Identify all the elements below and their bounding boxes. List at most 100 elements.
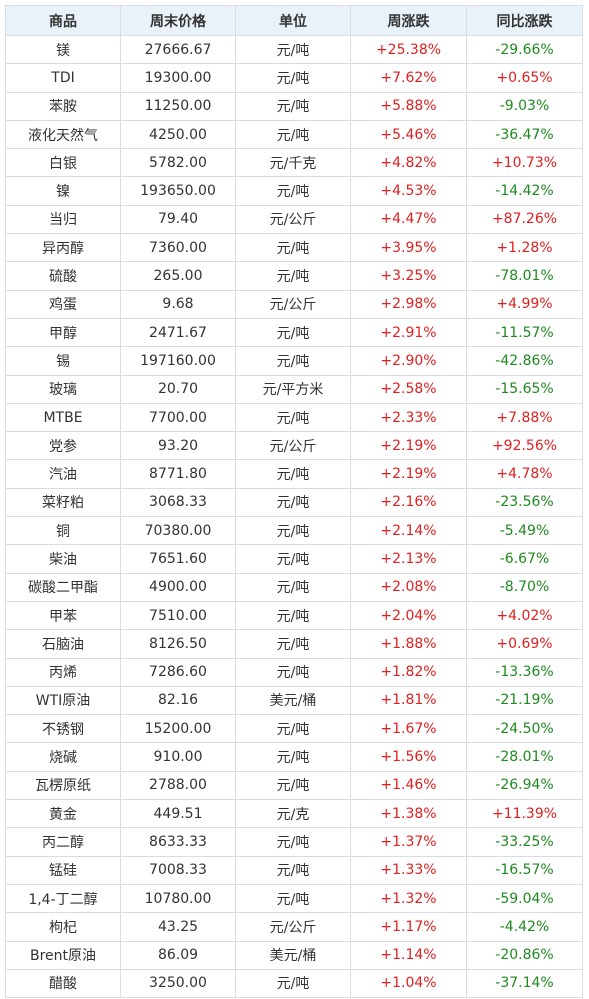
table-row: 锰硅 7008.33 元/吨 +1.33% -16.57%: [5, 855, 583, 885]
cell-weekly-change: +1.32%: [350, 883, 467, 914]
cell-price: 20.70: [120, 374, 236, 404]
cell-unit: 元/吨: [235, 629, 351, 659]
cell-commodity: TDI: [5, 63, 121, 93]
cell-yoy-change: +87.26%: [466, 204, 583, 235]
cell-weekly-change: +3.25%: [350, 261, 467, 291]
cell-price: 265.00: [120, 261, 236, 291]
table-row: 液化天然气 4250.00 元/吨 +5.46% -36.47%: [5, 119, 583, 150]
cell-unit: 元/公斤: [235, 204, 351, 235]
table-row: 醋酸 3250.00 元/吨 +1.04% -37.14%: [5, 968, 583, 999]
table-row: 硫酸 265.00 元/吨 +3.25% -78.01%: [5, 261, 583, 291]
cell-commodity: 碳酸二甲酯: [5, 572, 121, 602]
table-row: 当归 79.40 元/公斤 +4.47% +87.26%: [5, 204, 583, 235]
cell-commodity: WTI原油: [5, 685, 121, 716]
cell-unit: 元/吨: [235, 402, 351, 433]
cell-yoy-change: -16.57%: [466, 855, 583, 885]
cell-yoy-change: +1.28%: [466, 233, 583, 263]
cell-unit: 元/千克: [235, 148, 351, 178]
header-yoy-change: 同比涨跌: [466, 5, 583, 36]
cell-yoy-change: -59.04%: [466, 883, 583, 914]
cell-unit: 元/吨: [235, 657, 351, 687]
table-row: 白银 5782.00 元/千克 +4.82% +10.73%: [5, 148, 583, 178]
cell-weekly-change: +2.58%: [350, 374, 467, 404]
cell-commodity: 当归: [5, 204, 121, 235]
cell-yoy-change: -9.03%: [466, 91, 583, 121]
cell-yoy-change: +0.69%: [466, 629, 583, 659]
cell-unit: 元/吨: [235, 233, 351, 263]
cell-commodity: 1,4-丁二醇: [5, 883, 121, 914]
cell-yoy-change: -4.42%: [466, 912, 583, 942]
cell-commodity: 烧碱: [5, 742, 121, 772]
cell-weekly-change: +1.67%: [350, 714, 467, 744]
cell-unit: 元/吨: [235, 176, 351, 206]
cell-commodity: 菜籽粕: [5, 487, 121, 518]
cell-yoy-change: -42.86%: [466, 346, 583, 376]
cell-price: 449.51: [120, 799, 236, 829]
cell-weekly-change: +5.88%: [350, 91, 467, 121]
cell-price: 43.25: [120, 912, 236, 942]
cell-price: 8126.50: [120, 629, 236, 659]
cell-price: 11250.00: [120, 91, 236, 121]
table-row: 镁 27666.67 元/吨 +25.38% -29.66%: [5, 34, 583, 65]
cell-weekly-change: +1.33%: [350, 855, 467, 885]
cell-price: 7651.60: [120, 544, 236, 574]
cell-weekly-change: +4.82%: [350, 148, 467, 178]
cell-weekly-change: +2.91%: [350, 317, 467, 348]
cell-yoy-change: -21.19%: [466, 685, 583, 716]
table-row: 黄金 449.51 元/克 +1.38% +11.39%: [5, 799, 583, 829]
cell-price: 86.09: [120, 940, 236, 970]
table-row: 1,4-丁二醇 10780.00 元/吨 +1.32% -59.04%: [5, 883, 583, 914]
cell-price: 193650.00: [120, 176, 236, 206]
cell-yoy-change: -36.47%: [466, 119, 583, 150]
cell-yoy-change: +4.99%: [466, 289, 583, 319]
table-row: TDI 19300.00 元/吨 +7.62% +0.65%: [5, 63, 583, 93]
header-weekly-change: 周涨跌: [350, 5, 467, 36]
cell-yoy-change: -13.36%: [466, 657, 583, 687]
cell-commodity: 白银: [5, 148, 121, 178]
table-header-row: 商品 周末价格 单位 周涨跌 同比涨跌: [5, 5, 583, 36]
cell-yoy-change: -24.50%: [466, 714, 583, 744]
cell-weekly-change: +25.38%: [350, 34, 467, 65]
cell-weekly-change: +1.37%: [350, 827, 467, 857]
table-row: 丙烯 7286.60 元/吨 +1.82% -13.36%: [5, 657, 583, 687]
cell-yoy-change: +4.78%: [466, 459, 583, 489]
table-row: 丙二醇 8633.33 元/吨 +1.37% -33.25%: [5, 827, 583, 857]
cell-commodity: 鸡蛋: [5, 289, 121, 319]
cell-unit: 元/吨: [235, 91, 351, 121]
cell-weekly-change: +7.62%: [350, 63, 467, 93]
cell-yoy-change: +0.65%: [466, 63, 583, 93]
cell-price: 2788.00: [120, 770, 236, 801]
cell-yoy-change: -37.14%: [466, 968, 583, 999]
cell-yoy-change: -78.01%: [466, 261, 583, 291]
cell-weekly-change: +2.33%: [350, 402, 467, 433]
cell-unit: 元/吨: [235, 63, 351, 93]
cell-unit: 元/吨: [235, 883, 351, 914]
cell-price: 82.16: [120, 685, 236, 716]
cell-commodity: 不锈钢: [5, 714, 121, 744]
cell-weekly-change: +1.88%: [350, 629, 467, 659]
cell-price: 8633.33: [120, 827, 236, 857]
table-row: 锡 197160.00 元/吨 +2.90% -42.86%: [5, 346, 583, 376]
table-row: 鸡蛋 9.68 元/公斤 +2.98% +4.99%: [5, 289, 583, 319]
cell-price: 4900.00: [120, 572, 236, 602]
cell-unit: 元/吨: [235, 770, 351, 801]
cell-unit: 元/平方米: [235, 374, 351, 404]
cell-commodity: MTBE: [5, 402, 121, 433]
cell-unit: 元/吨: [235, 827, 351, 857]
cell-unit: 元/克: [235, 799, 351, 829]
cell-commodity: 枸杞: [5, 912, 121, 942]
cell-price: 3068.33: [120, 487, 236, 518]
table-row: 烧碱 910.00 元/吨 +1.56% -28.01%: [5, 742, 583, 772]
cell-price: 5782.00: [120, 148, 236, 178]
cell-weekly-change: +4.53%: [350, 176, 467, 206]
table-row: 瓦楞原纸 2788.00 元/吨 +1.46% -26.94%: [5, 770, 583, 801]
cell-price: 79.40: [120, 204, 236, 235]
cell-yoy-change: -14.42%: [466, 176, 583, 206]
cell-unit: 元/吨: [235, 261, 351, 291]
cell-commodity: 苯胺: [5, 91, 121, 121]
table-row: 甲苯 7510.00 元/吨 +2.04% +4.02%: [5, 600, 583, 631]
table-row: 甲醇 2471.67 元/吨 +2.91% -11.57%: [5, 317, 583, 348]
table-row: 不锈钢 15200.00 元/吨 +1.67% -24.50%: [5, 714, 583, 744]
cell-price: 27666.67: [120, 34, 236, 65]
cell-price: 19300.00: [120, 63, 236, 93]
